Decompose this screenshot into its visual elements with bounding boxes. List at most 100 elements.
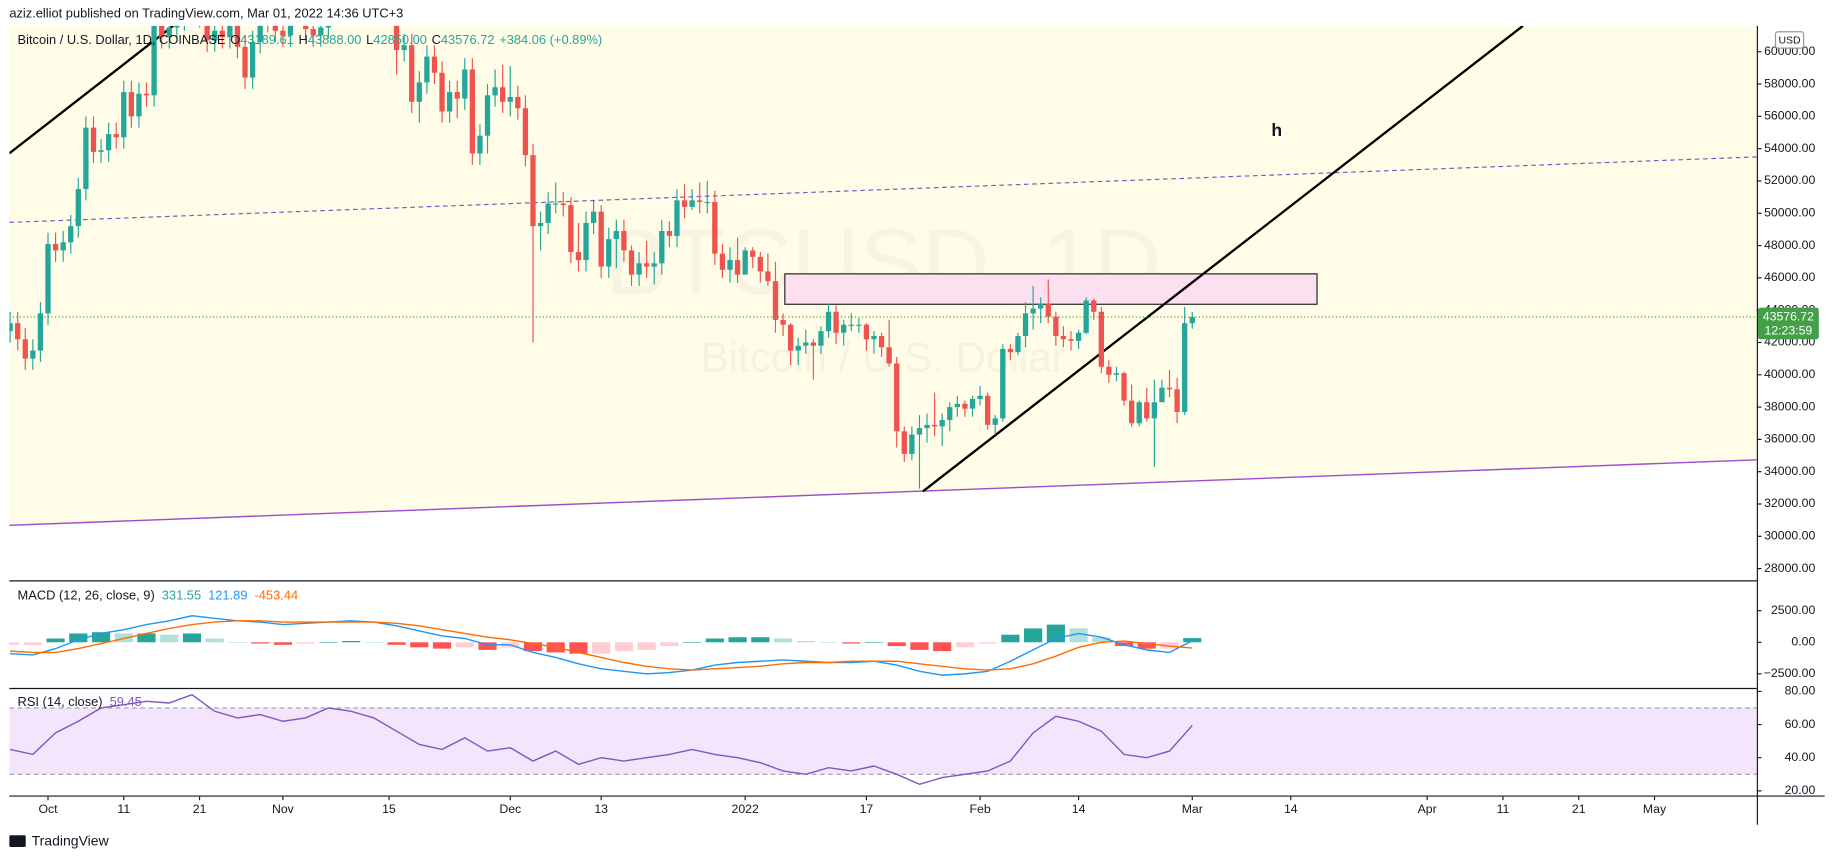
- candle-body: [1075, 332, 1082, 341]
- macd-histogram-bar: [592, 642, 611, 654]
- candle-body: [833, 311, 839, 333]
- candle-body: [825, 311, 832, 332]
- candle-body: [537, 222, 544, 227]
- candle-body: [954, 403, 960, 408]
- macd-histogram-bar: [9, 642, 20, 645]
- macd-histogram-bar: [342, 641, 361, 643]
- macd-histogram-bar: [478, 642, 497, 650]
- candle-body: [871, 336, 877, 340]
- y-tick-label: 58000.00: [1764, 76, 1815, 90]
- candle-body: [765, 271, 771, 282]
- candle-body: [1053, 316, 1059, 337]
- candle-body: [212, 30, 218, 41]
- indicator-line: [10, 620, 1193, 671]
- candle-body: [742, 250, 748, 275]
- candle-body: [121, 92, 127, 138]
- macd-histogram-bar: [273, 642, 293, 645]
- candle-body: [1045, 303, 1051, 317]
- candle-body: [515, 96, 521, 109]
- candle-body: [416, 82, 422, 102]
- candle-body: [37, 313, 44, 351]
- x-tick-label: 11: [1497, 802, 1510, 816]
- y-tick-label: 46000.00: [1764, 270, 1815, 284]
- candle-body: [9, 323, 13, 332]
- logo-text: TradingView: [32, 832, 110, 848]
- candle-body: [1098, 311, 1104, 367]
- publish-header: aziz.elliot published on TradingView.com…: [9, 6, 403, 21]
- candle-body: [916, 428, 923, 435]
- candle-body: [598, 211, 604, 267]
- macd-histogram-bar: [796, 641, 815, 643]
- candle-body: [727, 260, 733, 270]
- last-price-tag: [1757, 307, 1819, 340]
- candle-body: [590, 211, 597, 223]
- y-tick-label: 40.00: [1785, 750, 1816, 764]
- candle-body: [136, 93, 142, 117]
- candle-body: [409, 45, 415, 102]
- macd-histogram-bar: [773, 638, 793, 643]
- legend-key: L: [366, 32, 373, 47]
- macd-histogram-bar: [569, 642, 588, 654]
- legend-title: RSI (14, close): [18, 695, 103, 710]
- macd-histogram-bar: [910, 642, 929, 650]
- candle-body: [477, 135, 483, 154]
- macd-histogram-bar: [432, 642, 452, 649]
- legend-low: 42850.00: [373, 32, 427, 47]
- x-tick-label: Feb: [970, 802, 991, 816]
- candle-body: [886, 347, 892, 364]
- candle-body: [90, 127, 97, 152]
- candle-body: [143, 93, 150, 96]
- candle-body: [992, 418, 998, 425]
- candle-body: [1060, 336, 1067, 340]
- x-tick-label: 2022: [732, 802, 759, 816]
- candle-body: [606, 239, 612, 267]
- candle-body: [575, 252, 582, 261]
- candle-body: [613, 231, 619, 240]
- candle-body: [439, 72, 445, 112]
- candle-body: [113, 134, 119, 138]
- trendline: [922, 25, 1524, 493]
- legend-key: C: [432, 32, 441, 47]
- candle-body: [553, 203, 559, 205]
- y-tick-label: 36000.00: [1764, 432, 1815, 446]
- candle-body: [1091, 300, 1097, 312]
- candle-body: [810, 342, 817, 346]
- candle-body: [1113, 373, 1120, 375]
- macd-histogram-bar: [660, 642, 679, 647]
- candle-body: [249, 42, 256, 78]
- x-tick-label: Mar: [1182, 802, 1203, 816]
- countdown-label: 12:23:59: [1765, 323, 1813, 337]
- candle-body: [1015, 336, 1021, 353]
- candle-body: [795, 345, 801, 351]
- candle-body: [962, 403, 968, 409]
- macd-histogram-bar: [1001, 634, 1020, 643]
- candle-body: [295, 0, 300, 5]
- candle-body: [1144, 402, 1150, 419]
- candle-body: [636, 263, 642, 275]
- unit-box: [1774, 31, 1805, 49]
- y-tick-label: 52000.00: [1764, 173, 1815, 187]
- macd-histogram-bar: [978, 642, 997, 644]
- footer-logo: TradingView: [9, 832, 110, 848]
- candle-body: [628, 250, 635, 275]
- y-tick-label: 40000.00: [1764, 367, 1815, 381]
- macd-histogram-bar: [228, 642, 247, 643]
- x-tick-label: Oct: [38, 802, 58, 816]
- candle-body: [1022, 313, 1029, 337]
- candle-body: [787, 324, 794, 351]
- candle-body: [454, 92, 460, 99]
- unit-label: USD: [1778, 34, 1801, 46]
- legend-macd: 121.89: [208, 588, 247, 603]
- y-tick-label: 30000.00: [1764, 529, 1815, 543]
- macd-histogram-bar: [887, 642, 906, 647]
- candle-body: [98, 150, 104, 152]
- candle-body: [105, 134, 112, 151]
- candle-body: [644, 263, 650, 267]
- macd-histogram-bar: [410, 642, 429, 648]
- legend-title: Bitcoin / U.S. Dollar, 1D, COINBASE: [18, 32, 226, 47]
- macd-histogram-bar: [251, 642, 270, 644]
- candle-body: [462, 69, 468, 99]
- macd-histogram-bar: [69, 633, 88, 643]
- candle-body: [697, 200, 703, 202]
- macd-histogram-bar: [955, 642, 975, 648]
